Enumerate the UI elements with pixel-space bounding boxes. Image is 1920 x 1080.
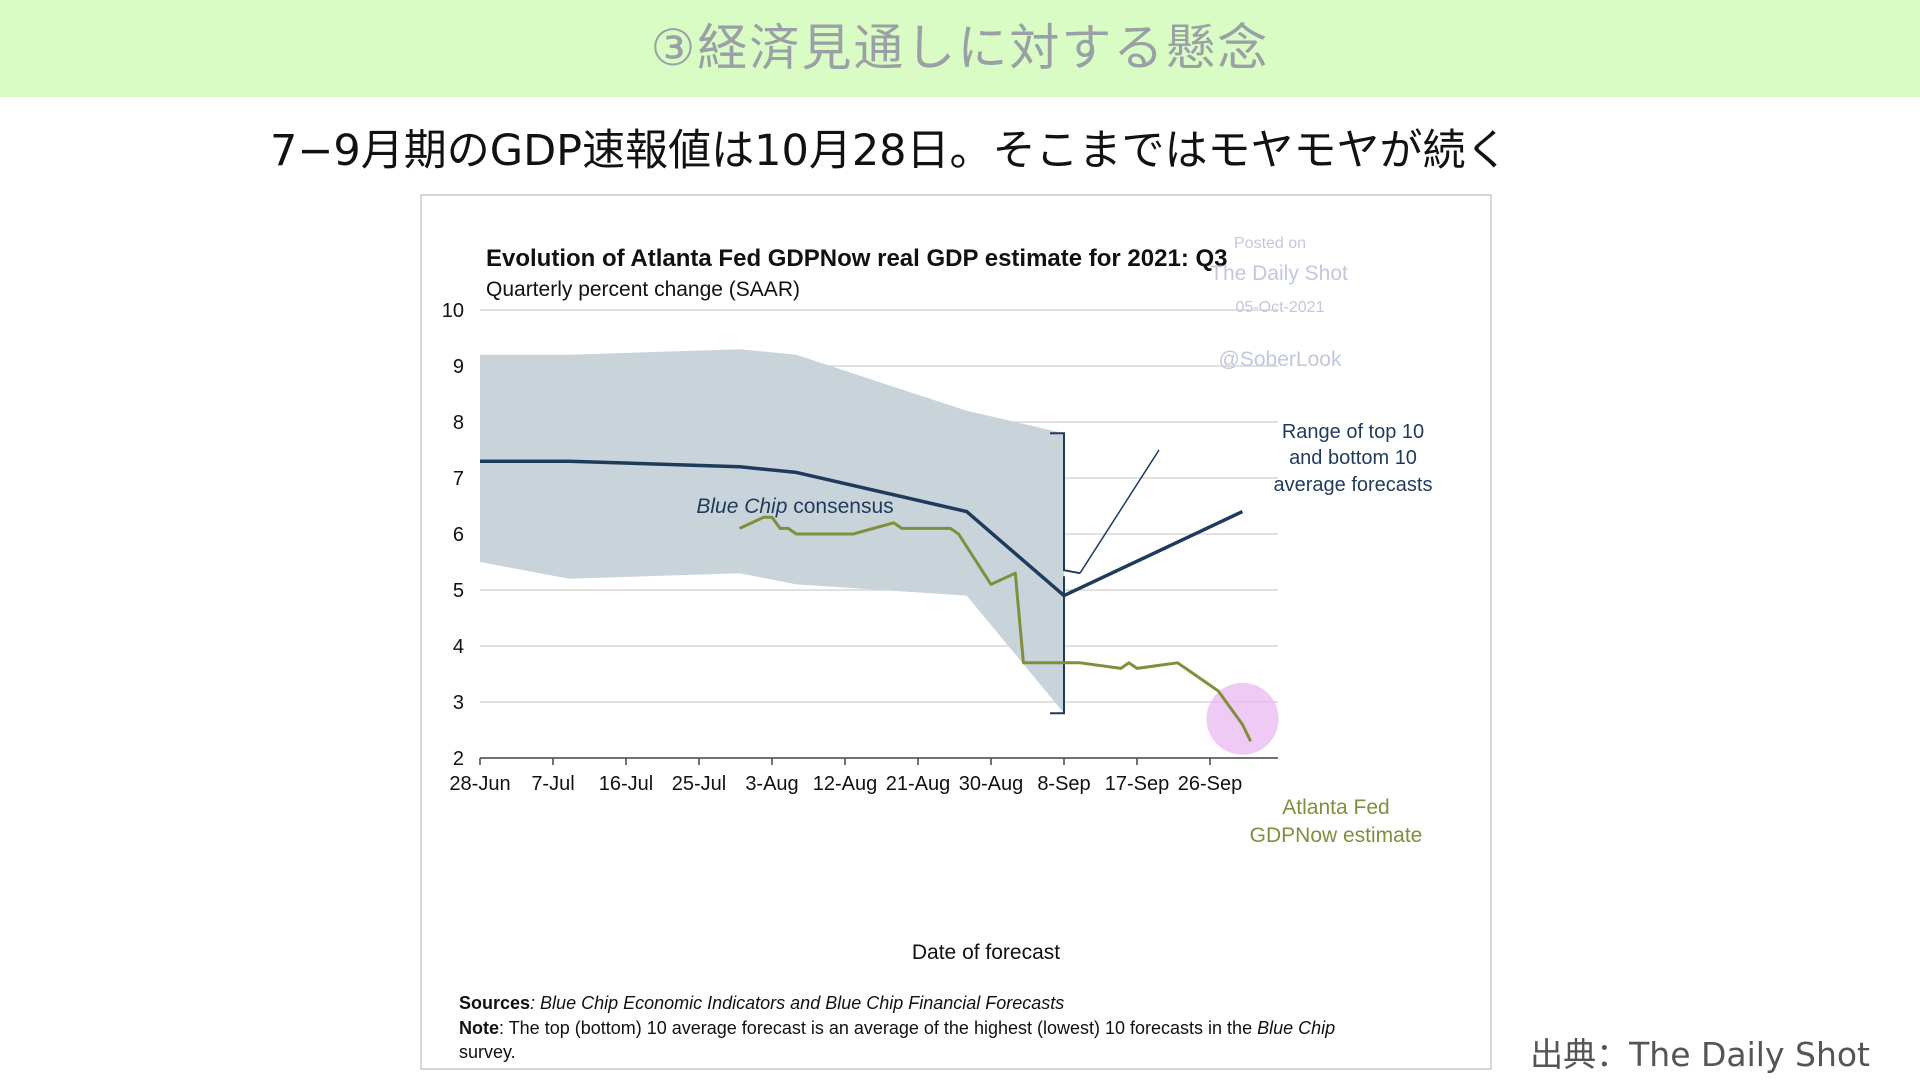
gdpnow-label-line-1: Atlanta Fed xyxy=(1282,796,1389,819)
y-axis-ticks: 2 3 4 5 6 7 8 9 10 xyxy=(442,300,464,770)
watermark-posted-on: Posted on xyxy=(1234,235,1306,252)
x-tick-label: 28-Jun xyxy=(449,773,510,795)
blue-chip-consensus-label: Blue Chip consensus xyxy=(696,495,893,518)
watermark-date: 05-Oct-2021 xyxy=(1236,299,1325,316)
slide-subtitle: 7−9月期のGDP速報値は10月28日。そこまではモヤモヤが続く xyxy=(270,126,1509,176)
y-tick-label: 6 xyxy=(453,524,464,546)
blue-chip-consensus-line xyxy=(480,459,1244,598)
range-bracket xyxy=(1050,432,1081,715)
x-axis-title: Date of forecast xyxy=(912,941,1060,964)
watermark-handle: @SoberLook xyxy=(1219,348,1342,371)
x-tick-label: 3-Aug xyxy=(745,773,798,795)
x-tick-label: 7-Jul xyxy=(531,773,574,795)
gdpnow-estimate-line xyxy=(738,515,1252,742)
gdpnow-label-line-2: GDPNow estimate xyxy=(1250,824,1423,847)
y-tick-label: 8 xyxy=(453,412,464,434)
x-tick-label: 21-Aug xyxy=(886,773,951,795)
note-footnote: Note: The top (bottom) 10 average foreca… xyxy=(459,1018,1335,1038)
range-pointer-line xyxy=(1079,449,1160,574)
forecast-range-band xyxy=(480,349,1064,714)
watermark-source: The Daily Shot xyxy=(1210,262,1348,285)
y-tick-label: 7 xyxy=(453,468,464,490)
y-tick-label: 5 xyxy=(453,580,464,602)
chart-title: Evolution of Atlanta Fed GDPNow real GDP… xyxy=(486,245,1228,272)
y-tick-label: 3 xyxy=(453,692,464,714)
y-tick-label: 2 xyxy=(453,748,464,770)
title-banner xyxy=(0,0,1920,97)
x-tick-label: 30-Aug xyxy=(959,773,1024,795)
x-tick-label: 25-Jul xyxy=(672,773,726,795)
slide-title: ③経済見通しに対する懸念 xyxy=(650,19,1270,77)
chart-frame: Evolution of Atlanta Fed GDPNow real GDP… xyxy=(420,194,1492,1070)
x-tick-label: 26-Sep xyxy=(1178,773,1243,795)
note-footnote-continued: survey. xyxy=(459,1042,516,1062)
x-tick-label: 17-Sep xyxy=(1105,773,1170,795)
gdpnow-chart: Evolution of Atlanta Fed GDPNow real GDP… xyxy=(442,235,1433,1062)
source-credit: 出典：The Daily Shot xyxy=(1530,1035,1870,1074)
x-tick-label: 8-Sep xyxy=(1037,773,1090,795)
x-tick-label: 12-Aug xyxy=(813,773,878,795)
range-label-line-2: and bottom 10 xyxy=(1289,447,1417,469)
range-label-line-1: Range of top 10 xyxy=(1282,421,1424,443)
y-tick-label: 10 xyxy=(442,300,464,322)
x-axis: 28-Jun 7-Jul 16-Jul 25-Jul 3-Aug 12-Aug 21-Aug… xyxy=(449,757,1278,795)
latest-estimate-highlight xyxy=(1206,682,1279,755)
x-tick-label: 16-Jul xyxy=(599,773,653,795)
y-tick-label: 4 xyxy=(453,636,464,658)
y-tick-label: 9 xyxy=(453,356,464,378)
range-label-line-3: average forecasts xyxy=(1274,474,1433,496)
chart-subtitle: Quarterly percent change (SAAR) xyxy=(486,278,800,301)
sources-footnote: Sources: Blue Chip Economic Indicators a… xyxy=(459,993,1064,1013)
